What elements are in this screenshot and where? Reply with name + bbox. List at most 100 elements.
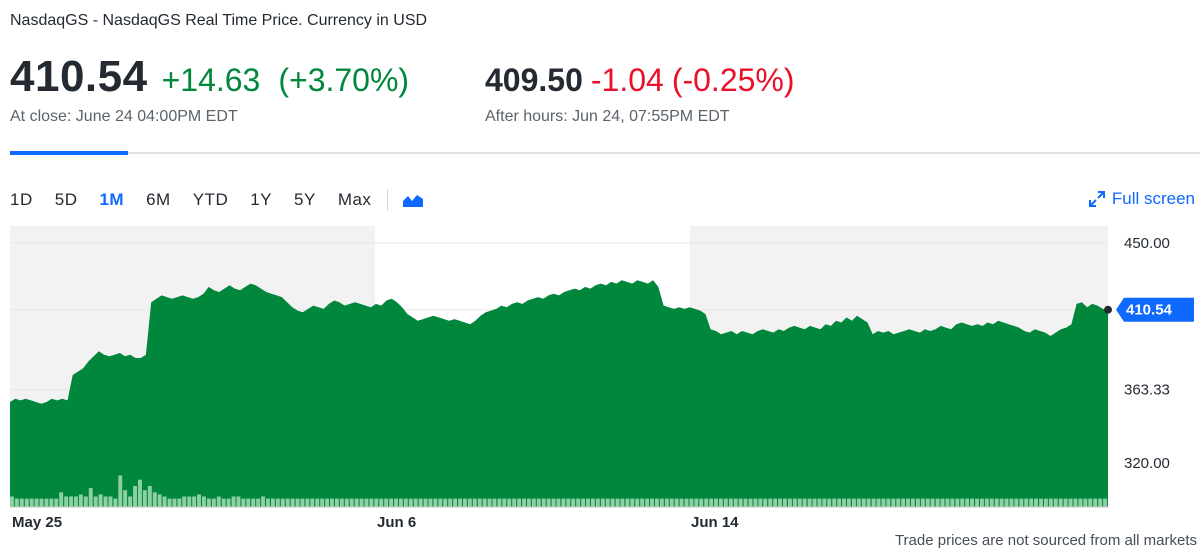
full-screen-label: Full screen: [1111, 189, 1195, 208]
after-hours-row: 409.50 -1.04 (-0.25%): [485, 62, 795, 99]
volume-bar: [93, 496, 98, 507]
volume-bar: [812, 498, 817, 507]
volume-bar: [1078, 498, 1083, 507]
volume-bar: [901, 498, 906, 507]
volume-bar: [1034, 498, 1038, 507]
volume-bar: [221, 498, 226, 507]
volume-bar: [600, 498, 605, 507]
volume-bar: [192, 496, 197, 507]
volume-bar: [817, 498, 822, 507]
range-tab-max[interactable]: Max: [337, 190, 372, 209]
volume-bar: [709, 498, 714, 507]
volume-bar: [236, 496, 241, 507]
volume-bar: [305, 498, 310, 507]
volume-bar: [881, 498, 886, 507]
volume-bar: [413, 498, 418, 507]
range-tab-6m[interactable]: 6M: [146, 190, 171, 209]
volume-bar: [113, 498, 118, 507]
volume-bar: [78, 494, 83, 507]
volume-bar: [802, 498, 807, 507]
volume-bar: [950, 498, 955, 507]
volume-bar: [527, 498, 531, 507]
volume-bar: [640, 498, 645, 507]
volume-bar: [728, 498, 733, 507]
range-tab-1d[interactable]: 1D: [10, 190, 33, 209]
volume-bar: [1039, 498, 1043, 507]
volume-bar: [1073, 498, 1078, 507]
volume-bar: [965, 498, 970, 507]
current-price-label: 410.54: [1126, 302, 1173, 319]
range-tab-5d[interactable]: 5D: [54, 190, 78, 209]
volume-bar: [625, 498, 630, 507]
volume-bar: [586, 498, 590, 507]
volume-bar: [423, 498, 428, 507]
volume-bar: [758, 498, 763, 507]
y-tick-label: 320.00: [1124, 455, 1170, 472]
volume-bar: [507, 498, 512, 507]
volume-bar: [477, 498, 482, 507]
volume-bar: [797, 498, 802, 507]
range-tab-ytd[interactable]: YTD: [192, 190, 229, 209]
volume-bar: [1009, 498, 1014, 507]
volume-bar: [482, 498, 487, 507]
volume-bar: [246, 498, 251, 507]
volume-bar: [197, 494, 201, 507]
volume-bar: [325, 498, 329, 507]
volume-bar: [1103, 498, 1107, 507]
volume-bar: [300, 498, 305, 507]
volume-bar: [847, 498, 851, 507]
current-price-dot: [1104, 305, 1112, 314]
volume-bar: [349, 498, 354, 507]
volume-bar: [1093, 498, 1098, 507]
volume-bar: [738, 498, 743, 507]
range-tab-1m[interactable]: 1M: [99, 190, 125, 209]
volume-bar: [1058, 498, 1063, 507]
volume-bar: [261, 496, 265, 507]
volume-bar: [428, 498, 433, 507]
volume-bar: [448, 498, 453, 507]
volume-bar: [541, 498, 546, 507]
volume-bar: [595, 498, 600, 507]
volume-bar: [546, 498, 551, 507]
volume-bar: [650, 498, 654, 507]
volume-bar: [266, 498, 270, 507]
volume-bar: [753, 498, 758, 507]
volume-bar: [211, 498, 216, 507]
volume-bar: [384, 498, 389, 507]
volume-bar: [226, 498, 231, 507]
volume-bar: [453, 498, 457, 507]
volume-bar: [960, 498, 965, 507]
volume-bar: [216, 496, 221, 507]
volume-bar: [389, 498, 393, 507]
volume-bar: [418, 498, 423, 507]
volume-bar: [108, 496, 113, 507]
volume-bar: [768, 498, 773, 507]
volume-bar: [723, 498, 728, 507]
volume-bar: [295, 498, 300, 507]
full-screen-button[interactable]: Full screen: [1088, 189, 1195, 209]
volume-bar: [994, 498, 999, 507]
volume-bar: [852, 498, 856, 507]
mountain-chart-icon[interactable]: [402, 192, 424, 208]
volume-bar: [975, 498, 979, 507]
volume-bar: [1048, 498, 1053, 507]
volume-bar: [620, 498, 625, 507]
volume-bar: [103, 496, 108, 507]
volume-bar: [463, 498, 467, 507]
volume-bar: [916, 498, 920, 507]
volume-bar: [162, 496, 167, 507]
volume-bar: [1068, 498, 1073, 507]
volume-bar: [133, 486, 137, 507]
volume-bar: [502, 498, 507, 507]
volume-bar: [403, 498, 408, 507]
range-tab-1y[interactable]: 1Y: [250, 190, 273, 209]
range-tab-5y[interactable]: 5Y: [294, 190, 316, 209]
volume-bar: [344, 498, 349, 507]
volume-bar: [970, 498, 974, 507]
volume-bar: [39, 498, 44, 507]
volume-bar: [1029, 498, 1034, 507]
price-change: +14.63: [161, 62, 261, 98]
volume-bar: [1083, 498, 1088, 507]
volume-bar: [177, 498, 182, 507]
